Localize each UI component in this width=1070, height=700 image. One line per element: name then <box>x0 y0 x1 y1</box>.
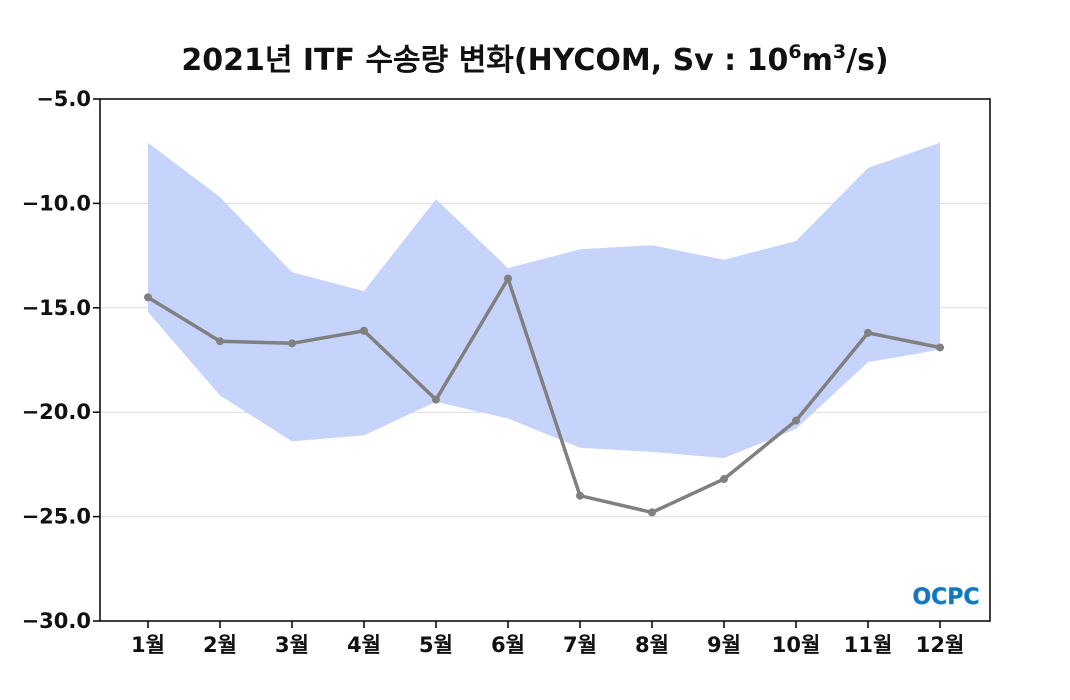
data-point <box>360 326 368 335</box>
data-point <box>648 508 656 517</box>
x-tick-label: 5월 <box>419 633 453 657</box>
chart-title-end: /s) <box>846 43 889 78</box>
x-tick-label: 4월 <box>347 633 381 657</box>
data-point <box>936 343 944 352</box>
x-tick-label: 1월 <box>131 633 165 657</box>
x-tick-label: 6월 <box>491 633 525 657</box>
data-point <box>432 395 440 404</box>
x-tick-label: 10월 <box>772 633 821 657</box>
data-point <box>144 293 152 302</box>
data-point <box>792 416 800 425</box>
series-line <box>146 276 942 515</box>
data-point <box>720 475 728 484</box>
y-axis-ticks: −30.0 −25.0 −20.0 −15.0 −10.0 −5.0 <box>22 87 100 633</box>
x-tick-label: 11월 <box>844 633 893 657</box>
chart-title-main: 2021년 ITF 수송량 변화(HYCOM, Sv : 10 <box>181 43 788 78</box>
y-tick-label: −25.0 <box>22 505 91 529</box>
y-tick-label: −20.0 <box>22 400 91 424</box>
x-tick-label: 7월 <box>563 633 597 657</box>
series-line-layer <box>146 276 942 515</box>
data-point <box>504 274 512 283</box>
ocpc-logo-text: OCPC <box>912 585 979 610</box>
x-axis-ticks: 1월 2월 3월 4월 5월 6월 7월 8월 9월 10월 11월 12월 <box>131 621 964 657</box>
chart-title-exponent-3: 3 <box>833 41 846 63</box>
chart-title-exponent-6: 6 <box>788 41 801 63</box>
data-point <box>576 491 584 500</box>
data-point <box>216 337 224 346</box>
chart-title-unit-m: m <box>802 43 833 78</box>
data-point <box>288 339 296 348</box>
y-tick-label: −10.0 <box>22 191 91 215</box>
x-tick-label: 12월 <box>916 633 965 657</box>
y-tick-label: −15.0 <box>22 296 91 320</box>
data-point <box>864 328 872 337</box>
range-band-layer <box>148 142 940 459</box>
chart-title: 2021년 ITF 수송량 변화(HYCOM, Sv : 106m3/s) <box>181 41 888 78</box>
x-tick-label: 2월 <box>203 633 237 657</box>
x-tick-label: 3월 <box>275 633 309 657</box>
ocpc-logo: OCPC <box>912 585 980 611</box>
y-tick-label: −5.0 <box>36 87 91 111</box>
x-tick-label: 9월 <box>707 633 741 657</box>
series-point-layer <box>144 274 944 517</box>
plot-frame <box>99 98 991 622</box>
y-tick-label: −30.0 <box>22 609 91 633</box>
x-tick-label: 8월 <box>635 633 669 657</box>
range-band <box>148 142 940 459</box>
